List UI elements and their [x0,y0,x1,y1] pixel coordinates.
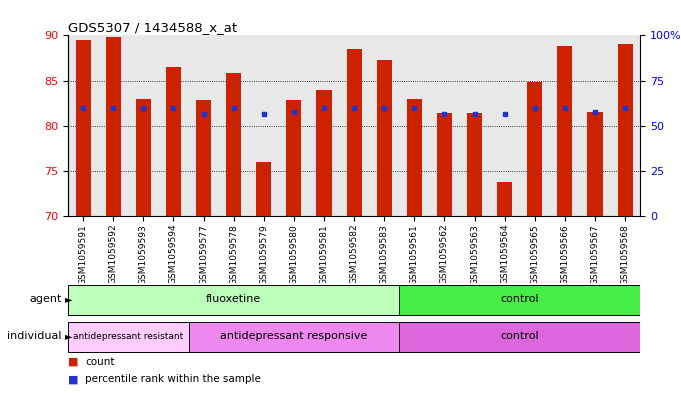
Bar [527,83,542,216]
Text: control: control [501,331,539,342]
Text: antidepressant responsive: antidepressant responsive [220,331,368,342]
Bar [136,99,151,216]
Text: agent: agent [29,294,61,304]
Bar [287,101,302,216]
Bar [399,285,640,315]
Text: individual: individual [7,331,61,342]
Bar [76,40,91,216]
Bar [618,44,633,216]
Bar [588,112,603,216]
Bar [68,285,399,315]
Bar [497,182,512,216]
Bar [106,37,121,216]
Bar [226,73,241,216]
Bar [407,99,422,216]
Bar [377,60,392,216]
Text: antidepressant resistant: antidepressant resistant [73,332,183,341]
Text: fluoxetine: fluoxetine [206,294,262,304]
Bar [189,322,399,352]
Bar [347,49,362,216]
Text: percentile rank within the sample: percentile rank within the sample [85,374,261,384]
Bar [68,322,189,352]
Bar [256,162,271,216]
Text: ►: ► [65,331,72,342]
Bar [557,46,573,216]
Bar [399,322,640,352]
Text: control: control [501,294,539,304]
Bar [437,113,452,216]
Text: GDS5307 / 1434588_x_at: GDS5307 / 1434588_x_at [67,21,237,34]
Text: count: count [85,356,114,367]
Text: ■: ■ [68,356,78,367]
Bar [196,101,211,216]
Bar [317,90,332,216]
Bar [166,67,181,216]
Bar [467,113,482,216]
Text: ■: ■ [68,374,78,384]
Text: ►: ► [65,294,72,304]
